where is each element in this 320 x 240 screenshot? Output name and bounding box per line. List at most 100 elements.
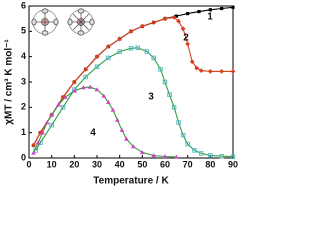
y-tick-label: 5: [21, 26, 26, 36]
marker: [219, 153, 224, 159]
marker: [101, 93, 107, 98]
marker: [151, 153, 156, 158]
fit-line: [33, 16, 233, 146]
marker: [231, 5, 235, 9]
marker: [189, 59, 195, 65]
marker: [124, 136, 129, 141]
x-tick-label: 0: [26, 159, 31, 169]
x-tick-label: 80: [205, 159, 215, 169]
marker: [230, 154, 236, 159]
marker: [162, 16, 168, 22]
marker: [151, 55, 156, 61]
marker: [40, 130, 45, 135]
marker: [219, 68, 225, 74]
marker: [185, 41, 191, 47]
marker: [130, 144, 136, 149]
x-axis-title: Temperature / K: [93, 176, 169, 187]
marker: [199, 151, 204, 156]
marker: [180, 132, 186, 138]
marker: [117, 49, 122, 54]
marker: [83, 74, 88, 80]
marker: [119, 127, 125, 132]
marker: [94, 64, 100, 70]
x-tick-label: 70: [183, 159, 193, 169]
marker: [94, 87, 100, 92]
fit-line: [33, 6, 234, 146]
marker: [139, 23, 145, 29]
x-tick-label: 90: [228, 159, 238, 169]
marker: [110, 107, 116, 112]
marker: [49, 122, 54, 128]
marker: [56, 102, 61, 107]
marker: [208, 153, 213, 158]
marker: [180, 26, 186, 32]
curve-label: 3: [148, 92, 154, 103]
x-tick-label: 20: [69, 159, 79, 169]
marker: [31, 142, 36, 148]
marker: [62, 94, 68, 99]
marker: [72, 88, 77, 93]
marker: [87, 84, 93, 89]
marker: [31, 150, 36, 155]
marker: [186, 12, 190, 16]
marker: [171, 15, 177, 20]
marker: [106, 99, 111, 104]
marker: [117, 36, 123, 42]
x-tick-label: 10: [47, 159, 57, 169]
marker: [207, 68, 213, 74]
marker: [176, 120, 181, 125]
y-tick-label: 1: [21, 127, 26, 137]
marker: [128, 28, 134, 34]
marker: [176, 18, 181, 24]
marker: [162, 154, 168, 159]
y-tick-label: 0: [21, 152, 26, 162]
marker: [140, 150, 145, 155]
marker: [171, 105, 177, 110]
marker: [208, 8, 212, 12]
marker: [94, 54, 100, 60]
marker: [35, 140, 41, 145]
marker: [185, 141, 190, 147]
marker: [135, 45, 141, 51]
marker: [71, 79, 77, 85]
x-tick-label: 50: [137, 159, 147, 169]
marker: [105, 44, 111, 49]
marker: [192, 148, 197, 153]
marker: [198, 68, 204, 73]
x-tick-label: 40: [115, 159, 125, 169]
marker: [194, 65, 200, 71]
marker: [144, 49, 150, 54]
marker: [197, 9, 201, 14]
molecule-icons: [31, 8, 95, 36]
marker: [115, 117, 120, 122]
y-tick-label: 2: [21, 102, 26, 112]
marker: [220, 6, 224, 11]
marker: [174, 14, 178, 18]
marker: [49, 112, 54, 117]
x-tick-label: 30: [92, 159, 102, 169]
curve-label: 2: [183, 33, 189, 44]
marker: [128, 46, 134, 51]
marker: [44, 120, 50, 125]
marker: [162, 79, 168, 85]
marker: [151, 20, 157, 25]
x-tick-label: 60: [160, 159, 170, 169]
plot-frame: [28, 5, 234, 159]
y-tick-label: 3: [21, 76, 26, 86]
chart: Temperature / K χMT / cm³ K mol⁻¹ 0 10 20 3…: [4, 0, 238, 187]
marker: [174, 154, 179, 159]
marker: [83, 66, 89, 72]
fit-line: [35, 47, 234, 158]
marker: [60, 105, 66, 110]
y-axis-title: χMT / cm³ K mol⁻¹: [4, 39, 15, 125]
marker: [106, 55, 111, 61]
marker: [230, 68, 236, 74]
marker: [167, 92, 172, 97]
marker: [158, 67, 163, 72]
curve-label: 1: [207, 12, 213, 23]
marker: [81, 85, 86, 90]
fit-line: [32, 86, 177, 158]
y-tick-label: 6: [21, 0, 26, 10]
curve-label: 4: [90, 128, 96, 139]
y-tick-label: 4: [21, 51, 26, 61]
